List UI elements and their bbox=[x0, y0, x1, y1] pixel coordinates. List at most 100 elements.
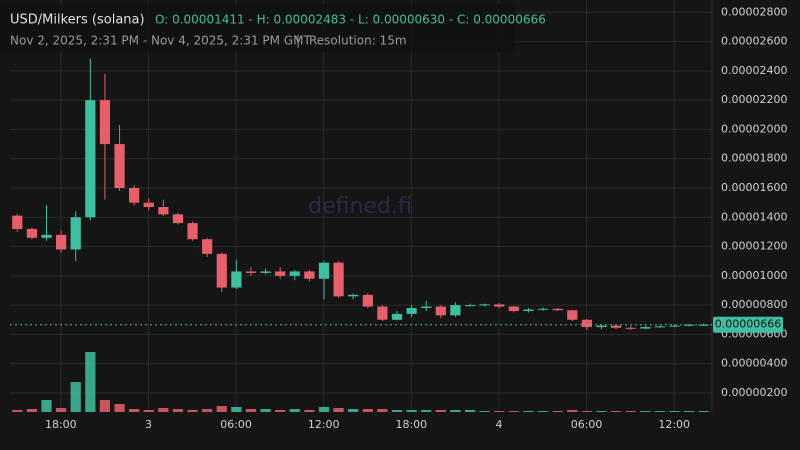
candle-body bbox=[450, 305, 461, 316]
last-price-badge bbox=[713, 316, 783, 333]
candle-body bbox=[552, 308, 563, 311]
x-tick-label: 4 bbox=[495, 418, 502, 431]
volume-bar bbox=[669, 411, 680, 412]
candle-body bbox=[567, 310, 578, 320]
candle-body bbox=[377, 306, 388, 320]
volume-bar bbox=[537, 411, 549, 412]
volume-bar bbox=[333, 408, 344, 412]
y-tick-label: 0.00000800 bbox=[721, 298, 787, 311]
candle-body bbox=[596, 325, 607, 328]
candle-body bbox=[12, 215, 23, 229]
plot bbox=[12, 58, 709, 412]
candle-body bbox=[348, 294, 359, 297]
volume-bar bbox=[216, 406, 227, 412]
volume-bar bbox=[245, 409, 257, 412]
candle-body bbox=[158, 207, 169, 215]
candle-body bbox=[56, 234, 67, 250]
candle-body bbox=[85, 100, 96, 218]
candle-body bbox=[260, 271, 271, 273]
watermark: defined.fi bbox=[308, 194, 412, 219]
volume-bar bbox=[99, 400, 111, 412]
x-tick-label: 06:00 bbox=[571, 418, 603, 431]
y-tick-label: 0.00002600 bbox=[721, 35, 787, 48]
volume-bar bbox=[158, 408, 169, 412]
y-tick-label: 0.00000400 bbox=[721, 357, 787, 370]
volume-bar bbox=[479, 411, 490, 412]
candle-body bbox=[216, 253, 227, 288]
volume-bar bbox=[26, 409, 38, 412]
candle-body bbox=[362, 294, 373, 307]
x-tick-label: 3 bbox=[145, 418, 152, 431]
candle-body bbox=[698, 324, 709, 326]
candle-body bbox=[435, 306, 446, 316]
y-tick-label: 0.00002200 bbox=[721, 93, 787, 106]
candle-body bbox=[275, 271, 286, 276]
candle-body bbox=[479, 304, 490, 306]
y-tick-label: 0.00000200 bbox=[721, 386, 787, 399]
candle-body bbox=[318, 262, 330, 279]
y-tick-label: 0.00001200 bbox=[721, 240, 787, 253]
volume-bar bbox=[406, 410, 417, 412]
candle-body bbox=[289, 271, 300, 276]
volume-bar bbox=[391, 410, 403, 412]
candle-body bbox=[464, 305, 476, 307]
candle-body bbox=[172, 214, 184, 224]
ohlc-summary: O: 0.00001411 - H: 0.00002483 - L: 0.000… bbox=[155, 13, 546, 27]
candle-body bbox=[654, 326, 665, 328]
candle-body bbox=[683, 324, 695, 326]
volume-bar bbox=[494, 411, 505, 412]
volume-bar bbox=[508, 411, 519, 412]
candle-body bbox=[231, 271, 242, 288]
x-tick-label: 06:00 bbox=[220, 418, 252, 431]
volume-bar bbox=[567, 410, 578, 412]
candle-body bbox=[537, 308, 549, 310]
axes: 0.000002000.000004000.000006000.00000800… bbox=[10, 5, 787, 431]
candle-body bbox=[523, 309, 534, 311]
candle-body bbox=[187, 223, 198, 240]
volume-bar bbox=[172, 409, 184, 412]
y-tick-label: 0.00001800 bbox=[721, 152, 787, 165]
candle-body bbox=[421, 306, 432, 309]
volume-bar bbox=[318, 407, 330, 412]
volume-bar bbox=[275, 410, 286, 412]
volume-bar bbox=[610, 411, 622, 412]
y-tick-label: 0.00002800 bbox=[721, 5, 787, 18]
y-tick-label: 0.00001000 bbox=[721, 269, 787, 282]
volume-bar bbox=[581, 411, 592, 412]
volume-bar bbox=[41, 400, 52, 412]
volume-bar bbox=[698, 411, 709, 412]
candle-body bbox=[669, 325, 680, 327]
candle-body bbox=[508, 306, 519, 311]
volume-bar bbox=[12, 410, 23, 412]
y-tick-label: 0.00001600 bbox=[721, 181, 787, 194]
volume-bar bbox=[289, 409, 300, 412]
x-tick-label: 18:00 bbox=[45, 418, 77, 431]
candle-body bbox=[70, 217, 81, 250]
volume-bar bbox=[114, 404, 125, 412]
volume-bar bbox=[625, 411, 636, 412]
candle-body bbox=[494, 304, 505, 307]
volume-bar bbox=[377, 409, 388, 412]
header-backdrop bbox=[0, 4, 515, 52]
x-tick-label: 12:00 bbox=[308, 418, 340, 431]
volume-bar bbox=[231, 407, 242, 412]
volume-bar bbox=[129, 409, 140, 412]
candle-body bbox=[333, 262, 344, 297]
volume-bar bbox=[435, 410, 446, 412]
x-tick-label: 12:00 bbox=[658, 418, 690, 431]
resolution: Resolution: 15m bbox=[309, 34, 407, 48]
volume-bar bbox=[523, 411, 534, 412]
candle-body bbox=[391, 313, 403, 320]
separator: | bbox=[296, 34, 300, 48]
volume-bar bbox=[654, 411, 665, 412]
volume-bar bbox=[552, 411, 563, 412]
candle-body bbox=[129, 187, 140, 203]
pair-title: USD/Milkers (solana) bbox=[10, 13, 145, 28]
volume-bar bbox=[260, 409, 271, 412]
date-range: Nov 2, 2025, 2:31 PM - Nov 4, 2025, 2:31… bbox=[10, 34, 311, 48]
candle-body bbox=[640, 327, 651, 329]
candle-body bbox=[26, 228, 38, 238]
